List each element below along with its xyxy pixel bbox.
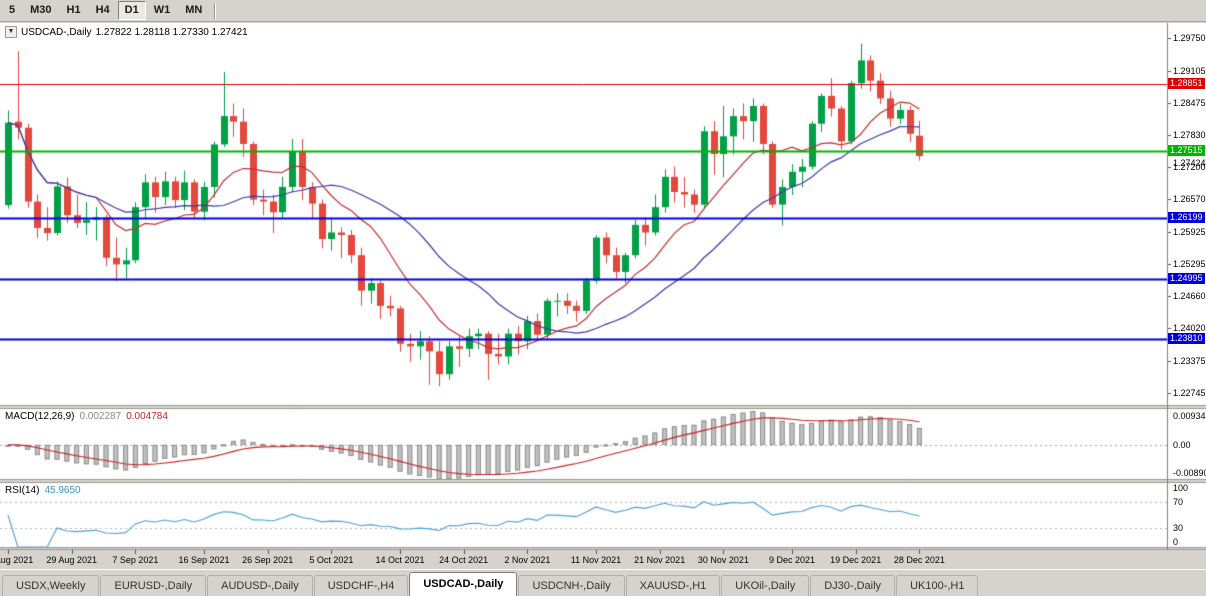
timeframe-button-w1[interactable]: W1 <box>153 4 171 16</box>
price-chart-canvas[interactable] <box>0 23 1206 569</box>
timeframe-button-5[interactable]: 5 <box>9 4 16 16</box>
symbol-tab-bar: USDX,Weekly EURUSD-,Daily AUDUSD-,Daily USD… <box>0 569 1206 596</box>
timeframe-button-m30[interactable]: M30 <box>30 4 52 16</box>
timeframe-button-h4[interactable]: H4 <box>95 4 110 16</box>
chart-tab-usdchf-h4[interactable]: USDCHF-,H4 <box>313 575 409 596</box>
chart-tab-eurusd-daily[interactable]: EURUSD-,Daily <box>100 575 207 596</box>
chart-tab-ukoil-daily[interactable]: UKOil-,Daily <box>721 575 810 596</box>
timeframe-button-mn[interactable]: MN <box>185 4 203 16</box>
timeframe-toolbar: 5 M30 H1 H4 D1 W1 MN <box>0 0 1206 22</box>
chart-tab-dj30-daily[interactable]: DJ30-,Daily <box>810 575 896 596</box>
toolbar-divider <box>214 2 217 19</box>
chart-window: ▼ USDCAD-,Daily 1.27822 1.28118 1.27330 … <box>0 23 1206 569</box>
chart-tab-audusd-daily[interactable]: AUDUSD-,Daily <box>207 575 313 596</box>
timeframe-button-h1[interactable]: H1 <box>66 4 81 16</box>
chart-tab-uk100-h1[interactable]: UK100-,H1 <box>896 575 979 596</box>
chart-tab-xauusd-h1[interactable]: XAUUSD-,H1 <box>625 575 721 596</box>
chart-tab-usdcnh-daily[interactable]: USDCNH-,Daily <box>518 575 625 596</box>
chart-tab-usdcad-daily[interactable]: USDCAD-,Daily <box>409 572 518 596</box>
chart-tab-usdx-weekly[interactable]: USDX,Weekly <box>2 575 100 596</box>
timeframe-button-d1[interactable]: D1 <box>117 1 146 20</box>
